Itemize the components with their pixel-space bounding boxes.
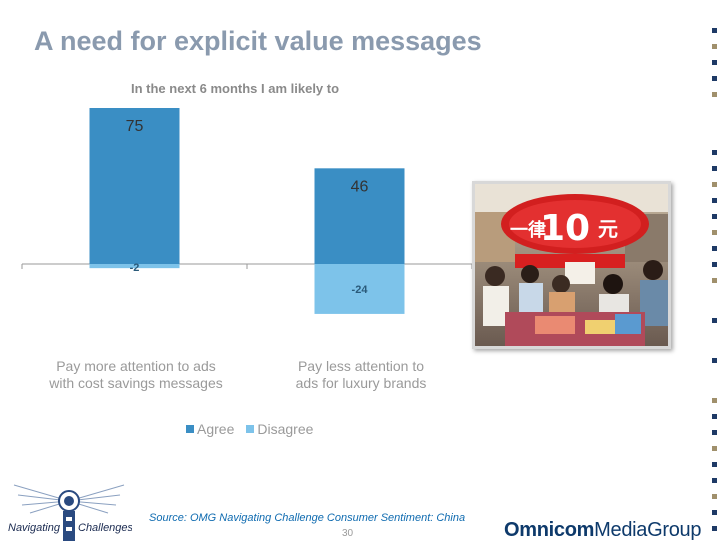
omnicom-logo: OmnicomMediaGroup	[504, 519, 702, 542]
logo-text-left: Navigating	[8, 522, 61, 534]
decorative-square	[712, 60, 717, 65]
decorative-square	[712, 526, 717, 531]
navigating-challenges-logo: Navigating Challenges	[6, 479, 134, 545]
decorative-square	[712, 246, 717, 251]
category-label-2-line-1: Pay less attention to	[297, 358, 425, 374]
decorative-square	[712, 44, 717, 49]
bar-agree-2	[314, 168, 405, 264]
decorative-square	[712, 462, 717, 467]
data-label-agree-1: 75	[126, 118, 144, 135]
decorative-square	[712, 166, 717, 171]
chart-title: In the next 6 months I am likely to	[131, 81, 340, 96]
category-label-2: Pay less attention to ads for luxury bra…	[256, 358, 466, 392]
store-photo-illustration: 10 一律 元	[475, 184, 668, 346]
omnicom-logo-regular: MediaGroup	[594, 519, 702, 541]
bar-disagree-2	[314, 264, 405, 314]
decorative-square	[712, 182, 717, 187]
data-label-disagree-1: -2	[130, 262, 140, 274]
bar-agree-1	[89, 108, 180, 264]
decorative-square	[712, 230, 717, 235]
category-label-1-line-2: with cost savings messages	[49, 375, 223, 391]
decorative-square	[712, 262, 717, 267]
category-label-2-line-2: ads for luxury brands	[295, 375, 427, 391]
category-label-1: Pay more attention to ads with cost savi…	[31, 358, 241, 392]
decorative-square	[712, 398, 717, 403]
store-photo: 10 一律 元	[472, 181, 671, 349]
page-number: 30	[342, 528, 354, 539]
svg-text:10: 10	[540, 208, 590, 249]
slide-title: A need for explicit value messages	[34, 26, 482, 56]
decorative-square	[712, 318, 717, 323]
svg-text:元: 元	[598, 217, 618, 241]
legend-label-agree: Agree	[197, 421, 235, 437]
decorative-square	[712, 358, 717, 363]
logo-text-right: Challenges	[78, 522, 132, 534]
data-label-disagree-2: -24	[352, 284, 369, 296]
decorative-square	[712, 510, 717, 515]
legend-item-disagree: Disagree	[246, 421, 313, 437]
legend-swatch-disagree	[246, 425, 255, 433]
chart-legend: Agree Disagree	[186, 421, 313, 437]
decorative-square	[712, 214, 717, 219]
bar-disagree-1	[89, 264, 180, 269]
decorative-square	[712, 92, 717, 97]
svg-text:一律: 一律	[510, 219, 546, 241]
decorative-square	[712, 76, 717, 81]
decorative-square	[712, 430, 717, 435]
decorative-square	[712, 28, 717, 33]
decorative-square	[712, 494, 717, 499]
data-label-agree-2: 46	[351, 178, 369, 195]
decorative-square	[712, 150, 717, 155]
omnicom-logo-bold: Omnicom	[504, 519, 595, 541]
decorative-square	[712, 446, 717, 451]
legend-item-agree: Agree	[186, 421, 234, 437]
decorative-square	[712, 198, 717, 203]
decorative-square	[712, 278, 717, 283]
decorative-square	[712, 414, 717, 419]
category-label-1-line-1: Pay more attention to ads	[56, 358, 216, 374]
bar-chart: 75 46 -2 -24	[21, 108, 472, 314]
legend-label-disagree: Disagree	[257, 421, 314, 437]
legend-swatch-agree	[186, 425, 194, 433]
source-note: Source: OMG Navigating Challenge Consume…	[149, 512, 466, 524]
decorative-square	[712, 478, 717, 483]
